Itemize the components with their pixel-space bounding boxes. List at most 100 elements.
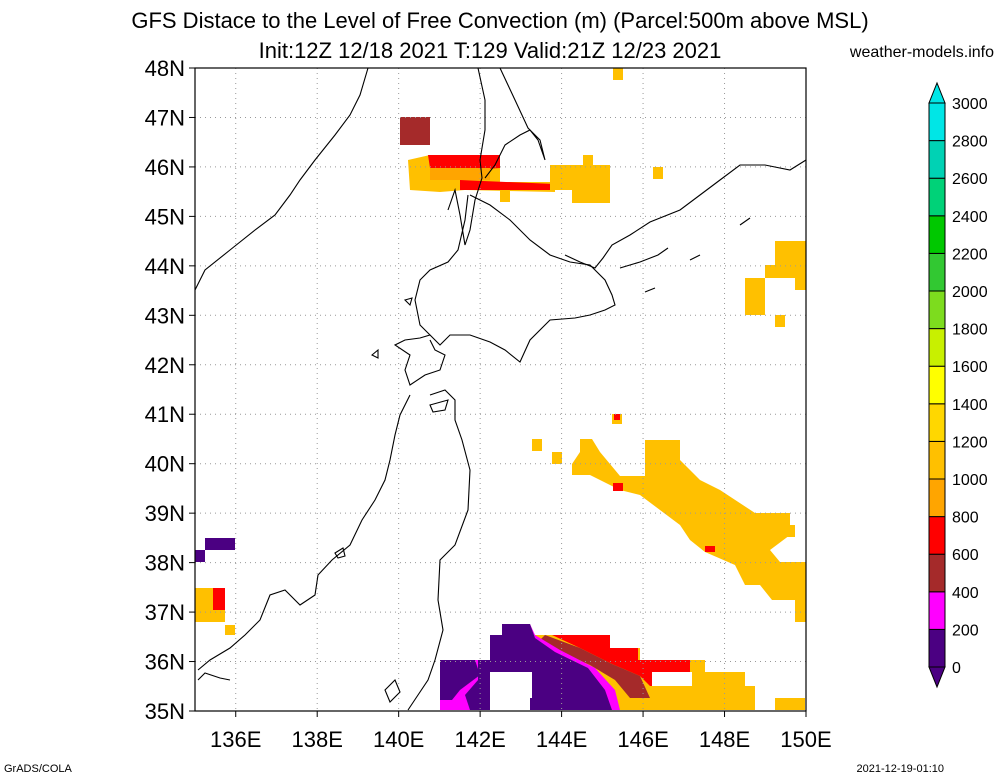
shade-cell bbox=[540, 635, 650, 698]
coast-rishiri bbox=[403, 297, 413, 307]
colorbar-label: 200 bbox=[952, 622, 979, 639]
lon-label: 148E bbox=[699, 727, 750, 752]
shade-cell bbox=[195, 550, 205, 562]
colorbar-swatch bbox=[928, 328, 946, 367]
colorbar-label: 3000 bbox=[952, 96, 988, 113]
map-frame bbox=[194, 67, 807, 712]
lon-label: 136E bbox=[210, 727, 261, 752]
lon-label: 144E bbox=[536, 727, 587, 752]
chart-title: GFS Distace to the Level of Free Convect… bbox=[131, 8, 869, 33]
lon-label: 146E bbox=[617, 727, 668, 752]
colorbar-arrow-high bbox=[928, 81, 946, 104]
lat-label: 43N bbox=[145, 303, 185, 328]
shade-cell bbox=[613, 68, 623, 80]
colorbar-label: 2600 bbox=[952, 171, 988, 188]
gridlines bbox=[195, 68, 806, 711]
coast-kii bbox=[197, 672, 231, 681]
lat-label: 45N bbox=[145, 204, 185, 229]
colorbar-label: 1200 bbox=[952, 434, 988, 451]
shade-cell bbox=[440, 660, 480, 700]
colorbar-label: 2800 bbox=[952, 134, 988, 151]
colorbar-label: 1400 bbox=[952, 397, 988, 414]
colorbar-swatch bbox=[928, 403, 946, 442]
coast-sado bbox=[334, 547, 346, 559]
lat-label: 41N bbox=[145, 402, 185, 427]
colorbar: 0 200 400 600 800 1000 1200 1400 1600 1800 2000 220… bbox=[928, 81, 988, 689]
lat-label: 46N bbox=[145, 155, 185, 180]
colorbar-label: 2200 bbox=[952, 246, 988, 263]
shade-cell bbox=[775, 315, 785, 327]
shade-cell bbox=[613, 483, 623, 491]
lon-label: 140E bbox=[373, 727, 424, 752]
shade-cell bbox=[213, 588, 225, 610]
shade-cell bbox=[785, 525, 795, 537]
lat-label: 36N bbox=[145, 650, 185, 675]
shade-cell bbox=[614, 414, 620, 420]
shade-cell bbox=[532, 439, 542, 451]
shade-cell bbox=[552, 452, 562, 464]
coast-boso bbox=[384, 679, 401, 703]
shade-gap bbox=[652, 672, 692, 686]
footer-right: 2021-12-19-01:10 bbox=[856, 763, 944, 775]
colorbar-label: 0 bbox=[952, 660, 961, 677]
colorbar-label: 400 bbox=[952, 585, 979, 602]
lat-label: 47N bbox=[145, 105, 185, 130]
lat-label: 35N bbox=[145, 699, 185, 724]
colorbar-swatch bbox=[928, 591, 946, 630]
colorbar-label: 1600 bbox=[952, 359, 988, 376]
lat-label: 42N bbox=[145, 353, 185, 378]
colorbar-swatch bbox=[928, 252, 946, 292]
coast-shimokita bbox=[429, 399, 449, 413]
colorbar-swatch bbox=[928, 553, 946, 593]
coast-honshu-west bbox=[197, 394, 411, 671]
lon-label: 150E bbox=[780, 727, 831, 752]
coast-sakhalin-east bbox=[484, 67, 546, 179]
colorbar-swatch bbox=[928, 290, 946, 330]
shade-cell bbox=[400, 117, 430, 145]
colorbar-swatch bbox=[928, 140, 946, 179]
colorbar-swatch bbox=[928, 440, 946, 480]
colorbar-swatch bbox=[928, 102, 946, 142]
shade-cell bbox=[775, 698, 805, 710]
shade-cell bbox=[500, 190, 510, 202]
coast-sakhalin-west bbox=[447, 67, 486, 246]
coast-asia bbox=[194, 67, 369, 291]
shade-cell bbox=[430, 168, 490, 180]
coast-honshu-east bbox=[407, 389, 471, 711]
lon-label: 142E bbox=[454, 727, 505, 752]
shade-cell bbox=[572, 439, 806, 622]
shade-cell bbox=[225, 625, 235, 635]
longitude-labels: 136E 138E 140E 142E 144E 146E 148E 150E bbox=[210, 711, 832, 752]
colorbar-swatch bbox=[928, 215, 946, 254]
colorbar-swatch bbox=[928, 516, 946, 555]
lat-label: 44N bbox=[145, 254, 185, 279]
colorbar-label: 2000 bbox=[952, 284, 988, 301]
coast-kuril-isl bbox=[619, 247, 669, 269]
lat-label: 38N bbox=[145, 551, 185, 576]
colorbar-label: 600 bbox=[952, 547, 979, 564]
colorbar-swatch bbox=[928, 365, 946, 405]
colorbar-swatch bbox=[928, 478, 946, 518]
colorbar-label: 1800 bbox=[952, 322, 988, 339]
coast-small-isl bbox=[644, 217, 751, 293]
coast-hokkaido bbox=[393, 194, 616, 386]
colorbar-label: 2400 bbox=[952, 209, 988, 226]
colorbar-swatch bbox=[928, 177, 946, 217]
colorbar-swatch bbox=[928, 628, 946, 668]
shade-gap bbox=[510, 672, 532, 698]
colorbar-label: 1000 bbox=[952, 472, 988, 489]
shade-cell bbox=[653, 167, 663, 179]
shade-cell bbox=[583, 155, 593, 167]
coast-okushiri bbox=[371, 348, 379, 359]
coastlines bbox=[194, 67, 807, 711]
shade-cell bbox=[550, 165, 610, 203]
lfc-shading bbox=[195, 68, 806, 710]
lat-label: 37N bbox=[145, 600, 185, 625]
shade-cell bbox=[745, 278, 765, 315]
lat-label: 48N bbox=[145, 56, 185, 81]
lat-label: 39N bbox=[145, 501, 185, 526]
chart-subtitle: Init:12Z 12/18 2021 T:129 Valid:21Z 12/2… bbox=[258, 38, 722, 63]
lat-label: 40N bbox=[145, 452, 185, 477]
colorbar-arrow-low bbox=[928, 666, 946, 689]
